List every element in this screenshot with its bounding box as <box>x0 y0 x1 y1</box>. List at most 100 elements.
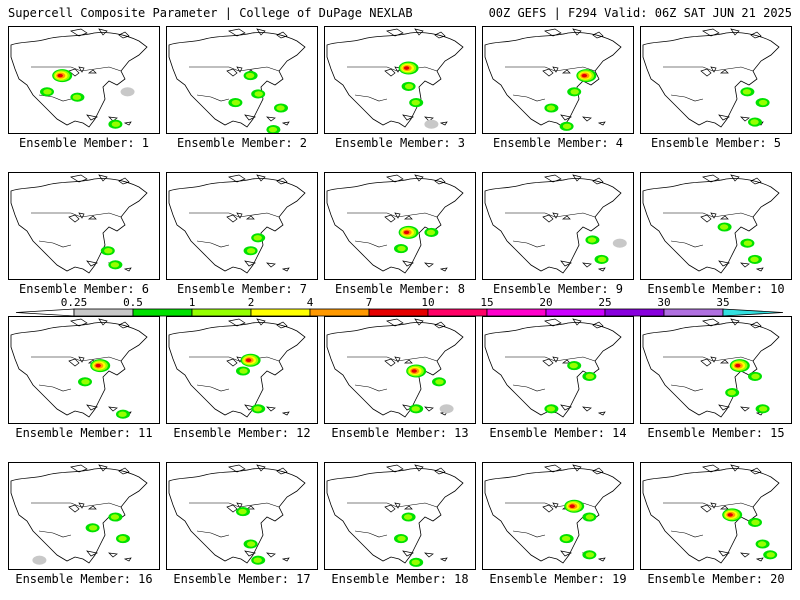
land-feature <box>228 28 246 37</box>
land-feature <box>424 406 434 412</box>
colorbar-segment <box>604 308 665 317</box>
scp-contour <box>239 368 248 374</box>
ensemble-member-label: Ensemble Member: 18 <box>331 572 469 586</box>
land-feature <box>244 114 257 121</box>
coastline <box>642 178 780 274</box>
land-feature <box>78 502 85 509</box>
land-feature <box>561 69 571 74</box>
colorbar-tick-label: 2 <box>248 296 255 309</box>
scp-contour <box>397 245 406 252</box>
land-feature <box>228 318 246 327</box>
colorbar-segment <box>486 308 547 317</box>
land-feature <box>281 411 290 416</box>
scp-contour <box>411 406 420 412</box>
scp-contour <box>403 230 410 235</box>
land-feature <box>266 262 276 268</box>
scp-contour <box>719 224 729 230</box>
land-feature <box>702 28 720 37</box>
land-feature <box>384 214 396 223</box>
ensemble-map-panel <box>482 26 634 134</box>
scp-contour <box>727 513 733 517</box>
land-feature <box>118 321 130 329</box>
colorbar-arrow-left <box>15 308 75 317</box>
colorbar-tick-label: 4 <box>307 296 314 309</box>
land-feature <box>68 504 80 513</box>
coastline <box>168 322 306 418</box>
ensemble-map-panel <box>166 26 318 134</box>
land-feature <box>702 318 720 327</box>
scp-contour <box>254 91 263 97</box>
scp-contour <box>569 504 575 508</box>
country-border <box>354 240 388 248</box>
land-feature <box>700 504 712 513</box>
land-feature <box>552 212 559 219</box>
land-feature <box>544 174 562 183</box>
map-svg <box>326 28 464 129</box>
land-feature <box>118 467 130 475</box>
land-feature <box>86 404 99 411</box>
land-feature <box>572 318 582 326</box>
land-feature <box>597 267 606 272</box>
land-feature <box>256 318 266 326</box>
land-feature <box>750 467 762 475</box>
colorbar-segment <box>191 308 252 317</box>
land-feature <box>719 215 729 220</box>
ensemble-member-label: Ensemble Member: 16 <box>15 572 153 586</box>
land-feature <box>384 68 396 77</box>
land-feature <box>439 121 448 126</box>
land-feature <box>281 267 290 272</box>
scp-contour <box>104 248 113 254</box>
colorbar-tick-label: 1 <box>189 296 196 309</box>
scp-contour <box>735 363 741 368</box>
land-feature <box>108 116 118 122</box>
land-feature <box>544 28 562 37</box>
land-feature <box>266 406 276 412</box>
land-feature <box>592 31 604 39</box>
land-feature <box>544 318 562 327</box>
scp-contour <box>268 126 278 133</box>
colorbar-tick-label: 15 <box>480 296 493 309</box>
land-feature <box>226 214 238 223</box>
land-feature <box>544 464 562 473</box>
land-feature <box>582 116 592 122</box>
land-feature <box>542 358 554 367</box>
land-feature <box>561 359 571 364</box>
land-feature <box>78 212 85 219</box>
land-feature <box>434 177 446 185</box>
coastline <box>168 178 306 274</box>
scp-contour <box>81 379 90 385</box>
land-feature <box>123 557 132 562</box>
land-feature <box>740 116 750 122</box>
land-feature <box>597 557 606 562</box>
land-feature <box>70 28 88 37</box>
land-feature <box>245 215 255 220</box>
colorbar-arrow-right <box>722 308 784 317</box>
land-feature <box>402 260 415 267</box>
colorbar-tick-label: 0.25 <box>61 296 88 309</box>
land-feature <box>236 212 243 219</box>
ensemble-map-panel <box>640 316 792 424</box>
scp-contour <box>597 256 607 263</box>
scp-contour <box>562 123 572 130</box>
land-feature <box>552 502 559 509</box>
land-feature <box>123 267 132 272</box>
ensemble-member-label: Ensemble Member: 3 <box>334 136 466 150</box>
ensemble-member-label: Ensemble Member: 15 <box>647 426 785 440</box>
land-feature <box>424 116 434 122</box>
colorbar-tick-label: 35 <box>716 296 729 309</box>
map-svg <box>642 28 780 128</box>
ensemble-map-panel <box>8 172 160 280</box>
map-svg <box>10 464 148 565</box>
land-feature <box>68 214 80 223</box>
colorbar-segment <box>309 308 370 317</box>
ensemble-map-panel <box>640 462 792 570</box>
land-feature <box>700 68 712 77</box>
scp-contour <box>404 83 414 90</box>
chart-title: Supercell Composite Parameter | College … <box>8 6 413 20</box>
land-feature <box>386 464 404 473</box>
ensemble-map-panel <box>482 172 634 280</box>
land-feature <box>740 262 750 268</box>
land-feature <box>281 557 290 562</box>
land-feature <box>439 557 448 562</box>
country-border <box>354 530 388 538</box>
